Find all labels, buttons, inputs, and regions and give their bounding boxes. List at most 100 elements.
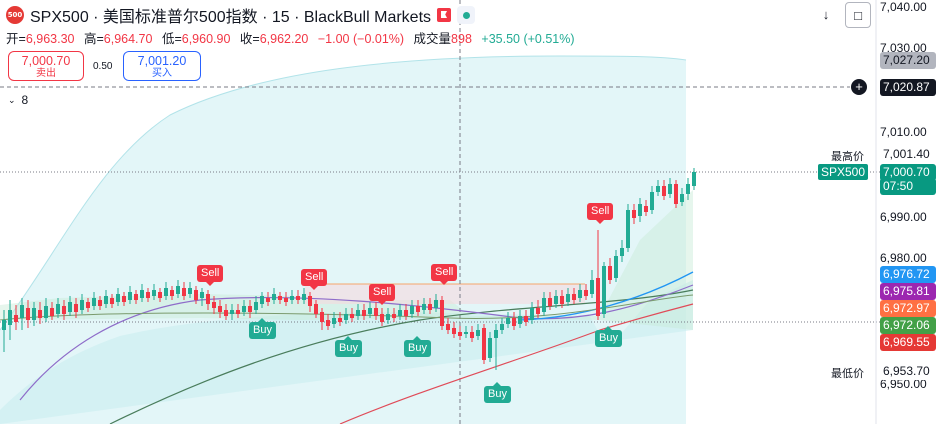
candle-body	[338, 318, 342, 322]
candle-body	[134, 294, 138, 300]
buy-label: 买入	[152, 68, 172, 79]
candle-body	[20, 305, 24, 318]
sell-price: 7,000.70	[21, 54, 71, 68]
buy-button[interactable]: 7,001.20 买入	[123, 51, 201, 81]
high-label: 高=	[83, 32, 104, 46]
candle-body	[638, 204, 642, 216]
candle-body	[644, 206, 648, 212]
sell-signal: Sell	[369, 284, 396, 305]
candle-body	[542, 298, 546, 312]
candle-body	[158, 292, 162, 298]
logo-icon: 500	[6, 6, 24, 24]
candle-body	[392, 314, 396, 318]
indicator-count: 8	[21, 93, 29, 107]
volume-change: +35.50 (+0.51%)	[481, 32, 575, 46]
candle-body	[302, 294, 306, 300]
candle-body	[386, 314, 390, 320]
candle-body	[434, 300, 438, 308]
axis-tick: 7,040.00	[880, 0, 927, 14]
ma-blue	[519, 271, 694, 321]
sell-signal: Sell	[431, 264, 458, 285]
candle-body	[650, 192, 654, 210]
low-label: 低=	[161, 32, 182, 46]
axis-tick: 6,990.00	[880, 210, 927, 224]
candle-body	[254, 302, 258, 310]
last-price-label: 7,000.70	[880, 164, 936, 181]
fullscreen-icon[interactable]: □	[845, 2, 871, 28]
candle-body	[584, 290, 588, 296]
candle-body	[44, 306, 48, 318]
candle-body	[116, 294, 120, 302]
ohlc-legend: 开=6,963.30 高=6,964.70 低=6,960.90 收=6,962…	[6, 28, 575, 47]
chart-header: 500 SPX500 · 美国标准普尔500指数 · 15 · BlackBul…	[6, 3, 476, 27]
candle-body	[374, 308, 378, 316]
candle-body	[656, 186, 660, 192]
chevron-down-icon: ⌄	[8, 94, 16, 105]
candle-body	[260, 296, 264, 304]
candle-body	[92, 298, 96, 306]
candle-body	[476, 330, 480, 336]
open-value: 6,963.30	[25, 32, 75, 46]
candle-body	[182, 288, 186, 296]
axis-tick: 7,030.00	[880, 41, 927, 55]
spread-value: 0.50	[93, 61, 113, 72]
candle-body	[662, 186, 666, 196]
ma-red	[339, 303, 694, 424]
high-price-label: 7,001.40	[880, 146, 936, 163]
candle-body	[614, 256, 618, 278]
ma-purple-label: 6,975.81	[880, 283, 936, 300]
candles	[2, 168, 696, 370]
candle-body	[674, 184, 678, 204]
buy-signal: Buy	[249, 318, 276, 339]
change-value: −1.00 (−0.01%)	[317, 32, 405, 46]
plus-icon[interactable]: +	[851, 79, 867, 95]
candle-body	[440, 300, 444, 326]
candle-body	[452, 328, 456, 334]
buy-signal: Buy	[595, 326, 622, 347]
symbol-title[interactable]: SPX500 · 美国标准普尔500指数 · 15 · BlackBull Ma…	[30, 9, 432, 26]
candle-body	[272, 294, 276, 300]
candle-body	[464, 332, 468, 334]
countdown-label: 07:50	[880, 178, 936, 195]
sell-signal: Sell	[301, 269, 328, 290]
candle-body	[248, 306, 252, 312]
candle-body	[608, 266, 612, 280]
candle-body	[590, 280, 594, 294]
candle-body	[596, 278, 600, 316]
sell-signal: Sell	[587, 203, 614, 224]
candle-body	[536, 308, 540, 314]
download-icon[interactable]: ↓	[822, 6, 830, 22]
candle-body	[296, 296, 300, 300]
ma-purple	[19, 284, 694, 401]
candle-body	[62, 306, 66, 314]
candle-body	[404, 310, 408, 316]
status-dot-icon[interactable]	[457, 6, 476, 24]
candle-body	[68, 302, 72, 312]
open-label: 开=	[6, 32, 26, 46]
candle-body	[104, 296, 108, 304]
buy-signal: Buy	[484, 382, 511, 403]
candle-body	[284, 298, 288, 302]
candle-body	[140, 290, 144, 298]
candle-body	[212, 302, 216, 308]
candle-body	[470, 332, 474, 338]
candle-body	[8, 310, 12, 325]
candle-body	[494, 330, 498, 338]
indicators-toggle[interactable]: ⌄ 8	[8, 93, 28, 107]
buy-signal: Buy	[404, 336, 431, 357]
candle-body	[194, 290, 198, 300]
high-tag: 最高价	[828, 148, 867, 164]
candle-body	[410, 306, 414, 314]
axis-tick: 6,980.00	[880, 251, 927, 265]
candle-body	[110, 298, 114, 304]
sell-button[interactable]: 7,000.70 卖出	[8, 51, 84, 81]
candle-body	[278, 296, 282, 300]
candle-body	[566, 294, 570, 302]
flag-icon[interactable]	[437, 8, 452, 22]
candle-body	[398, 310, 402, 316]
candle-body	[86, 302, 90, 308]
candle-body	[98, 300, 102, 306]
candle-body	[500, 324, 504, 330]
high-value: 6,964.70	[103, 32, 153, 46]
crosshair-price-label: 7,020.87	[880, 79, 936, 96]
